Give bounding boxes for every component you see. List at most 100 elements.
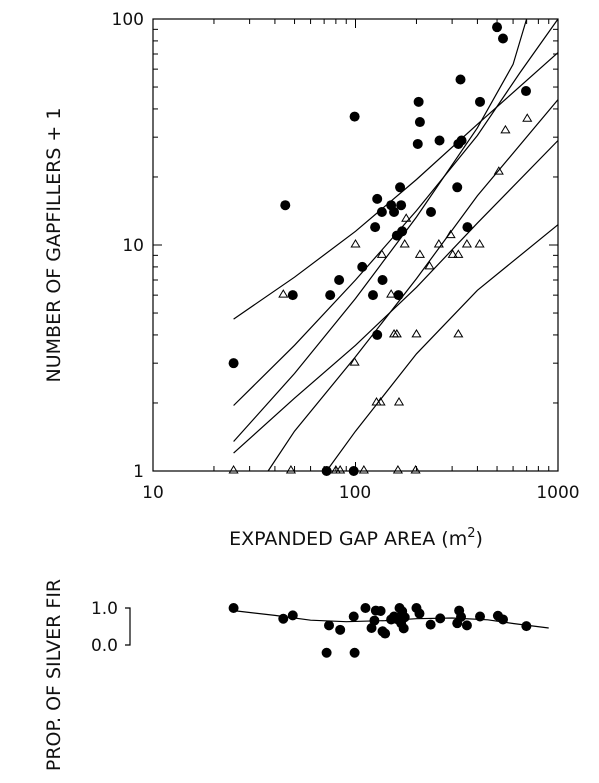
open-triangle-point	[399, 239, 410, 248]
proportion-point	[521, 621, 532, 632]
open-triangle-point	[474, 239, 485, 248]
filled-circle-point	[452, 182, 463, 193]
x-tick-label-1000: 1000	[536, 483, 579, 503]
x-tick-label-10: 10	[142, 483, 164, 503]
open-triangle-point	[493, 166, 504, 175]
proportion-point	[228, 603, 239, 613]
open-triangle-point	[350, 239, 361, 248]
fitted-curve-2	[233, 18, 559, 406]
filled-circle-point	[393, 290, 404, 301]
filled-circle-point	[492, 22, 503, 33]
open-triangle-point	[424, 260, 435, 270]
proportion-point	[348, 611, 359, 622]
open-triangle-point	[358, 465, 369, 474]
bottom-data-points	[228, 603, 532, 658]
proportion-point	[414, 608, 425, 619]
filled-circle-point	[372, 329, 383, 340]
y-axis-label: NUMBER OF GAPFILLERS + 1	[43, 108, 65, 383]
fitted-curve-1	[233, 52, 559, 320]
open-triangle-point	[393, 396, 405, 406]
open-triangle-point	[447, 249, 458, 258]
filled-circle-point	[456, 135, 467, 146]
proportion-point	[475, 611, 486, 622]
open-triangle-point	[433, 239, 444, 248]
open-triangle-point	[410, 465, 421, 474]
filled-circle-point	[287, 290, 298, 301]
proportion-point	[398, 623, 409, 634]
open-triangle-point	[391, 328, 402, 338]
filled-circle-point	[349, 111, 360, 122]
proportion-point	[321, 647, 332, 658]
filled-circle-point	[434, 135, 445, 146]
open-triangle-point	[228, 465, 239, 474]
filled-circle-point	[357, 261, 368, 272]
open-triangle-point	[461, 239, 473, 248]
top-tick-marks	[152, 18, 558, 472]
open-triangle-point	[401, 213, 412, 222]
open-triangle-point	[349, 357, 360, 366]
top-data-points	[228, 22, 533, 476]
top-plot-frame	[152, 18, 559, 472]
filled-circle-point	[348, 466, 359, 476]
proportion-point	[324, 620, 335, 631]
filled-circle-point	[280, 200, 291, 211]
proportion-point	[380, 628, 391, 639]
open-triangle-point	[278, 289, 289, 298]
filled-circle-point	[367, 290, 378, 301]
filled-circle-point	[455, 74, 466, 85]
filled-circle-point	[397, 226, 408, 237]
proportion-point	[497, 614, 508, 625]
fitted-curve-4	[233, 140, 559, 454]
y-tick-label-100: 100	[112, 10, 144, 30]
proportion-point	[287, 610, 298, 621]
filled-circle-point	[412, 138, 423, 149]
proportion-point	[278, 613, 289, 624]
y-tick-label-10: 10	[122, 236, 144, 256]
open-triangle-point	[414, 249, 425, 258]
filled-circle-point	[389, 206, 400, 217]
proportion-point	[335, 624, 346, 635]
filled-circle-point	[414, 117, 425, 128]
bottom-y-tick-label-1: 1.0	[91, 599, 118, 619]
open-triangle-point	[392, 465, 404, 474]
filled-circle-point	[228, 358, 239, 369]
top-chart: 10 100 1000 1 10 100 EXPANDED GAP AREA (…	[43, 10, 580, 550]
x-axis-label: EXPANDED GAP AREA (m2)	[229, 526, 483, 550]
top-fitted-curves	[233, 18, 559, 472]
proportion-point	[435, 613, 446, 624]
open-triangle-point	[285, 465, 297, 474]
filled-circle-point	[376, 206, 387, 217]
filled-circle-point	[521, 86, 532, 97]
open-triangle-point	[375, 396, 386, 406]
filled-circle-point	[334, 275, 345, 286]
filled-circle-point	[396, 200, 407, 211]
proportion-point	[425, 619, 436, 630]
bottom-y-tick-label-0: 0.0	[91, 636, 118, 656]
filled-circle-point	[321, 466, 332, 476]
filled-circle-point	[426, 206, 437, 217]
filled-circle-point	[497, 33, 508, 44]
open-triangle-point	[500, 124, 511, 134]
open-triangle-point	[386, 289, 397, 298]
filled-circle-point	[413, 96, 424, 107]
bottom-y-axis-label: PROP. OF SILVER FIR	[43, 579, 65, 771]
filled-circle-point	[325, 290, 336, 301]
filled-circle-point	[377, 275, 388, 286]
fitted-curve-5	[267, 99, 559, 472]
open-triangle-point	[335, 465, 346, 474]
open-triangle-point	[453, 249, 464, 258]
open-triangle-point	[445, 229, 456, 239]
fitted-curve-3	[233, 18, 528, 442]
proportion-point	[375, 605, 386, 616]
open-triangle-point	[453, 328, 464, 338]
open-triangle-point	[522, 113, 533, 122]
x-tick-label-100: 100	[339, 483, 371, 503]
open-triangle-point	[376, 249, 387, 258]
bottom-y-axis	[125, 607, 131, 646]
y-tick-label-1: 1	[133, 462, 144, 482]
filled-circle-point	[395, 182, 406, 193]
filled-circle-point	[475, 96, 486, 107]
proportion-point	[369, 615, 380, 626]
proportion-point	[399, 612, 410, 623]
